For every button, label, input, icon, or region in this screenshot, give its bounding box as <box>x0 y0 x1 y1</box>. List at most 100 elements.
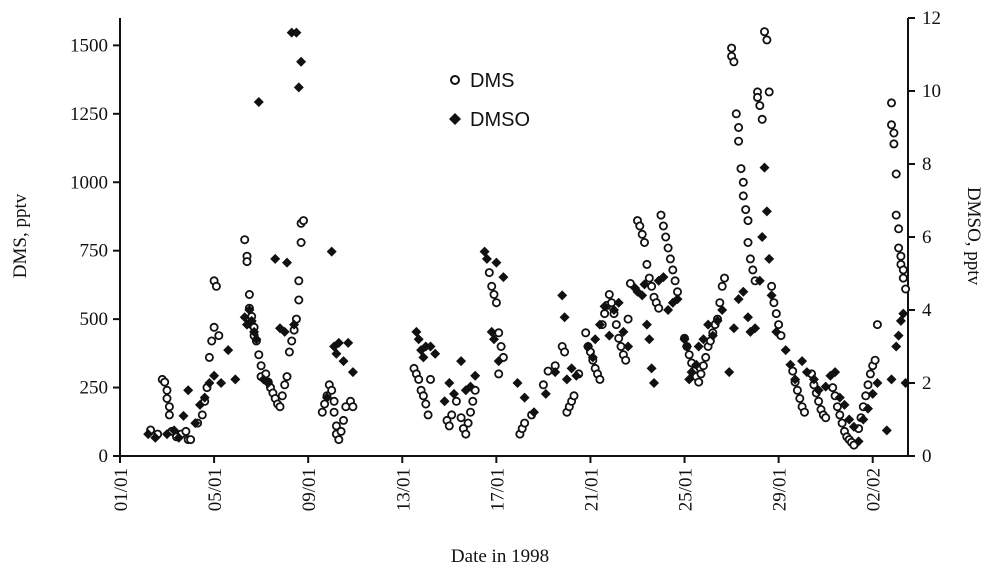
dmso-point <box>529 407 539 418</box>
dms-point <box>861 391 871 401</box>
dms-point <box>715 298 725 308</box>
dms-point <box>348 402 358 412</box>
dms-point <box>334 435 344 445</box>
dmso-point <box>658 272 669 283</box>
dms-point <box>164 410 174 420</box>
dmso-point <box>686 367 697 378</box>
dmso-point <box>590 334 601 345</box>
dms-point <box>720 273 730 283</box>
dmso-point <box>834 392 845 403</box>
dms-point <box>487 281 497 291</box>
dms-point <box>162 385 172 395</box>
dms-point <box>654 303 664 313</box>
y-right-tick-label: 2 <box>922 373 932 394</box>
dmso-point <box>413 334 424 345</box>
dms-point <box>447 410 457 420</box>
y-right-tick-label: 8 <box>922 154 932 175</box>
dms-point <box>625 278 635 288</box>
dmso-point <box>646 363 657 374</box>
dmso-point <box>771 326 782 337</box>
y-right-tick-label: 10 <box>922 81 941 102</box>
dmso-point <box>813 385 824 396</box>
dms-point <box>837 418 847 428</box>
dmso-point <box>444 378 455 388</box>
dmso-point <box>801 367 812 378</box>
dmso-point <box>724 367 735 378</box>
dmso-point <box>750 323 761 334</box>
dms-point <box>623 314 633 324</box>
dms-point <box>665 254 675 264</box>
dms-point <box>465 407 475 417</box>
dmso-point <box>604 330 615 341</box>
dms-point <box>211 281 221 291</box>
dms-point <box>727 43 737 53</box>
y-right-tick-label: 12 <box>922 8 941 29</box>
dms-point <box>209 322 219 332</box>
dmso-point <box>790 374 801 385</box>
dmso-point <box>322 392 332 403</box>
dms-point <box>764 87 774 97</box>
x-axis-label: Date in 1998 <box>451 546 549 567</box>
dms-point <box>520 418 530 428</box>
dmso-point <box>540 388 551 399</box>
dms-point <box>738 191 748 201</box>
dms-point <box>298 216 308 226</box>
dmso-point <box>439 396 450 407</box>
dmso-point <box>872 378 883 388</box>
dmso-point <box>886 374 897 385</box>
dms-point <box>595 374 605 384</box>
dms-point <box>461 429 471 439</box>
dms-series <box>146 27 911 450</box>
dmso-point <box>190 418 201 429</box>
dmso-point <box>743 312 753 323</box>
dms-point <box>560 347 570 357</box>
dmso-point <box>178 410 189 421</box>
dmso-point <box>587 352 598 363</box>
dmso-point <box>489 334 499 345</box>
dms-point <box>898 265 908 275</box>
dmso-point <box>839 399 850 410</box>
dmso-point <box>143 429 154 440</box>
dmso-point <box>326 246 337 257</box>
dms-point <box>204 352 214 362</box>
dms-point <box>197 410 207 420</box>
dmso-point <box>858 414 869 425</box>
y-left-tick-label: 1000 <box>70 172 108 193</box>
dmso-point <box>253 97 264 107</box>
dms-point <box>741 205 751 215</box>
dms-point <box>792 385 802 395</box>
dms-point <box>731 109 741 119</box>
dms-point <box>863 380 873 390</box>
dms-point <box>743 216 753 226</box>
dms-point <box>242 257 252 267</box>
dmso-point <box>780 345 791 356</box>
dmso-point <box>613 297 624 308</box>
dmso-point <box>594 319 605 330</box>
dms-point <box>637 229 647 239</box>
dmso-point <box>681 341 692 352</box>
dmso-point <box>251 334 262 345</box>
dmso-point <box>418 352 429 363</box>
dmso-point <box>246 315 257 326</box>
dms-point <box>294 276 304 286</box>
dms-point <box>767 281 777 291</box>
dmso-point <box>599 301 610 312</box>
dmso-point <box>279 326 290 337</box>
y-left-tick-label: 750 <box>80 241 109 262</box>
dms-point <box>800 407 810 417</box>
dmso-point <box>893 330 904 341</box>
dmso-point <box>797 356 808 367</box>
dms-point <box>757 114 767 124</box>
dmso-point <box>853 436 864 447</box>
dms-point <box>814 396 824 406</box>
dms-point <box>832 402 842 412</box>
dms-point <box>160 377 170 387</box>
dmso-point <box>338 356 349 367</box>
dmso-point <box>830 367 841 378</box>
dmso-point <box>498 272 509 283</box>
dmso-point <box>820 381 831 392</box>
dms-point <box>734 136 744 146</box>
dms-point <box>284 347 294 357</box>
dms-point <box>484 268 494 278</box>
dms-point <box>734 123 744 133</box>
